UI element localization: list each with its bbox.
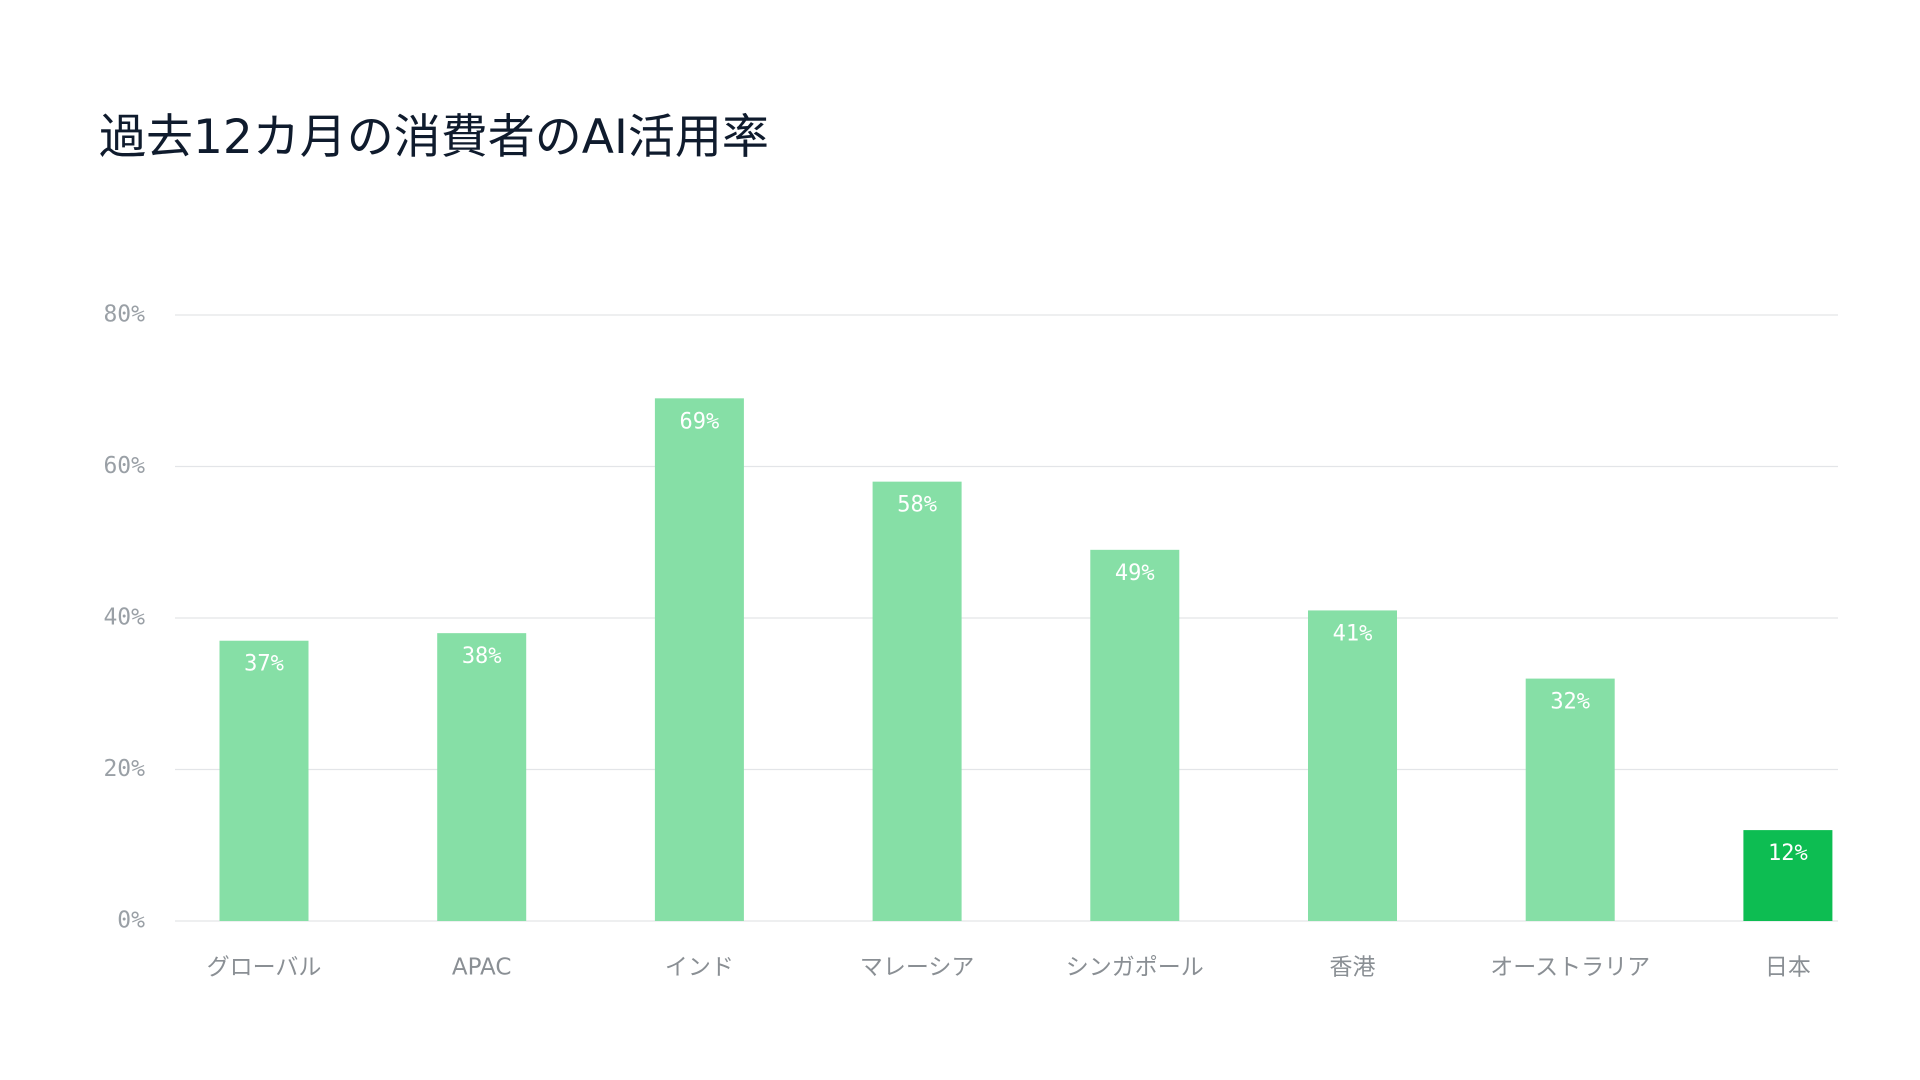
y-tick-label: 40% (103, 605, 145, 631)
data-label: 69% (680, 409, 720, 434)
category-label: APAC (452, 955, 512, 981)
y-axis-ticks: 0% 20% 40% 60% 80% (103, 302, 145, 934)
data-labels: 37% 38% 69% 58% 49% 41% 32% 12% (244, 409, 1808, 866)
data-label: 58% (897, 493, 937, 518)
x-axis-categories: グローバル APAC インド マレーシア シンガポール 香港 オーストラリア 日本 (207, 955, 1811, 981)
bar (437, 633, 527, 921)
y-tick-label: 80% (103, 302, 145, 328)
category-label: インド (665, 955, 734, 981)
data-label: 37% (244, 652, 284, 677)
category-label: シンガポール (1066, 955, 1204, 981)
bars (219, 398, 1833, 921)
data-label: 12% (1768, 841, 1808, 866)
y-tick-label: 0% (117, 908, 145, 934)
y-tick-label: 60% (103, 453, 145, 479)
category-label: マレーシア (860, 955, 975, 981)
category-label: 日本 (1765, 955, 1811, 981)
y-tick-label: 20% (103, 756, 145, 782)
category-label: グローバル (207, 955, 322, 981)
category-label: オーストラリア (1490, 955, 1650, 981)
bar (872, 481, 962, 921)
bar (1743, 830, 1833, 921)
category-label: 香港 (1330, 955, 1376, 981)
chart-title: 過去12カ月の消費者のAI活用率 (99, 110, 769, 165)
bar (1525, 678, 1615, 921)
data-label: 41% (1333, 621, 1373, 646)
data-label: 38% (462, 644, 502, 669)
bar (1090, 549, 1180, 921)
data-label: 32% (1550, 690, 1590, 715)
bar (219, 640, 309, 921)
bar (1308, 610, 1397, 921)
data-label: 49% (1115, 561, 1155, 586)
bar (654, 398, 744, 921)
